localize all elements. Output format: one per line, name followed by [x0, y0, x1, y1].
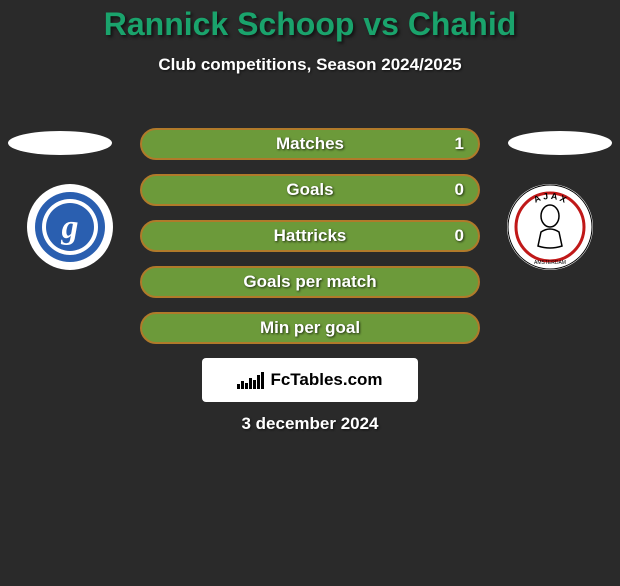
stat-label: Min per goal: [260, 318, 360, 338]
svg-text:g: g: [61, 209, 79, 246]
page-title: Rannick Schoop vs Chahid: [0, 6, 620, 43]
snapshot-date: 3 december 2024: [0, 414, 620, 434]
site-attribution[interactable]: FcTables.com: [202, 358, 418, 402]
player-silhouette-left: [8, 131, 112, 155]
club-badge-right: A J A X AMSTERDAM: [500, 184, 600, 270]
stat-row-min-per-goal: Min per goal: [140, 312, 480, 344]
stat-label: Goals per match: [243, 272, 376, 292]
stat-row-goals-per-match: Goals per match: [140, 266, 480, 298]
stat-label: Goals: [286, 180, 333, 200]
bar-chart-icon: [237, 371, 264, 389]
stat-label: Matches: [276, 134, 344, 154]
club-badge-left-circle: g DE GRAAFSCHAP: [27, 184, 113, 270]
stat-value: 0: [455, 226, 464, 246]
player-silhouette-right: [508, 131, 612, 155]
stat-label: Hattricks: [274, 226, 347, 246]
club-badge-right-circle: A J A X AMSTERDAM: [507, 184, 593, 270]
stat-value: 0: [455, 180, 464, 200]
comparison-card: Rannick Schoop vs Chahid Club competitio…: [0, 6, 620, 586]
stat-row-matches: Matches 1: [140, 128, 480, 160]
stats-panel: Matches 1 Goals 0 Hattricks 0 Goals per …: [140, 128, 480, 358]
club-badge-left: g DE GRAAFSCHAP: [20, 184, 120, 270]
site-label: FcTables.com: [270, 370, 382, 390]
season-subtitle: Club competitions, Season 2024/2025: [0, 55, 620, 75]
de-graafschap-icon: g DE GRAAFSCHAP: [27, 184, 113, 270]
stat-row-hattricks: Hattricks 0: [140, 220, 480, 252]
ajax-icon: A J A X AMSTERDAM: [507, 184, 593, 270]
stat-value: 1: [455, 134, 464, 154]
svg-text:AMSTERDAM: AMSTERDAM: [534, 260, 566, 266]
stat-row-goals: Goals 0: [140, 174, 480, 206]
